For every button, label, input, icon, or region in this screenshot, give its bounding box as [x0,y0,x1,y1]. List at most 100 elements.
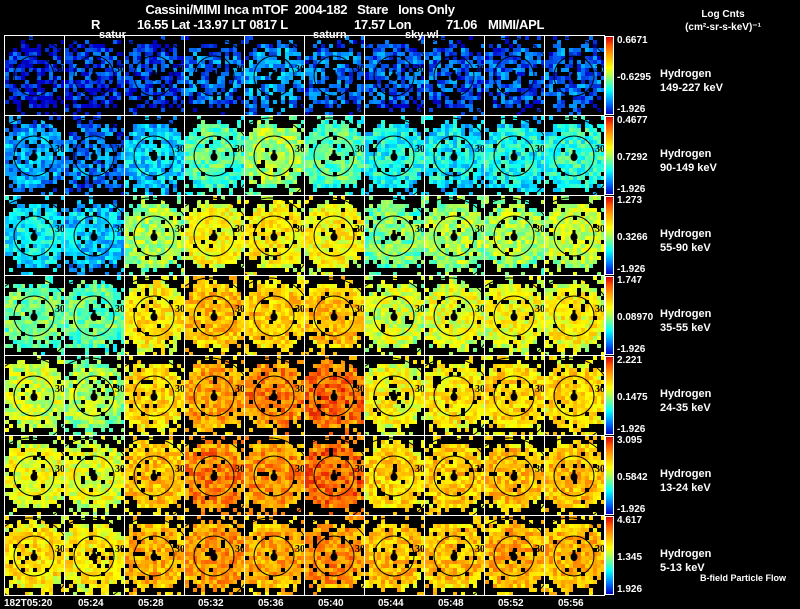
ring-30deg [373,535,415,577]
ring-30deg [493,55,535,97]
image-panel: 30 [545,276,604,355]
ring-angle-label: 30 [595,544,604,555]
lon-readout: 17.57 Lon [354,17,412,32]
panel-pixel-map [5,516,64,595]
bfield-marker-icon [270,393,278,401]
panel-pixel-map [365,276,424,355]
bfield-marker-icon [270,153,278,161]
grid-line-vertical [484,35,485,595]
grid-line-horizontal [4,195,605,196]
image-panel: 30 [65,196,124,275]
ring-angle-label: 30 [115,544,124,555]
grid-line-vertical [424,35,425,595]
colorbar-units: Log Cnts (cm²-sr-s-keV)⁻¹ [648,8,798,34]
time-tick-label: 05:36 [258,598,284,609]
sky-direction-label: sky-wl [405,29,439,41]
panel-pixel-map [305,196,364,275]
ring-angle-label: 30 [295,224,304,235]
bfield-marker-icon [570,393,578,401]
bfield-marker-icon [330,73,338,81]
image-panel: 30 [425,516,484,595]
ring-60deg [485,117,544,195]
image-panel: 30 [305,356,364,435]
ring-60deg [305,117,364,195]
bfield-marker-icon [150,553,158,561]
ring-angle-label: 30 [55,224,64,235]
bfield-marker-icon [210,233,218,241]
ring-angle-label: 30 [235,304,244,315]
bfield-marker-icon [90,313,98,321]
image-panel: 30 [65,116,124,195]
bfield-marker-icon [30,313,38,321]
ring-angle-label: 30 [115,64,124,75]
colorbar-max-label: 0.4677 [617,115,648,126]
species-label: Hydrogen [660,468,712,480]
colorbar [605,356,614,435]
ring-30deg [253,295,295,337]
ring-30deg [433,215,475,257]
ring-angle-label: 30 [55,544,64,555]
bfield-marker-icon [330,313,338,321]
bfield-marker-icon [330,233,338,241]
grid-line-vertical [4,35,5,595]
ring-angle-label: 30 [115,144,124,155]
ring-60deg [365,117,424,195]
ring-30deg [253,375,295,417]
ring-60deg [245,117,304,195]
bfield-marker-icon [510,473,518,481]
species-label: Hydrogen [660,148,712,160]
panel-pixel-map [485,36,544,115]
saturn-direction-label-short: satur [99,29,126,41]
ring-60deg [65,37,124,115]
panel-pixel-map [65,116,124,195]
ring-60deg [245,517,304,595]
ring-60deg [365,437,424,515]
grid-line-horizontal [4,595,605,596]
ring-30deg [433,455,475,497]
colorbar-mid-label: 0.5842 [617,472,648,483]
grid-line-horizontal [4,355,605,356]
ring-30deg [493,135,535,177]
image-panel: 30 [125,356,184,435]
image-panel: 30 [425,436,484,515]
ring-angle-label: 30 [355,224,364,235]
panel-pixel-map [185,276,244,355]
time-tick-label: 05:56 [558,598,584,609]
panel-pixel-map [485,276,544,355]
bfield-marker-icon [330,153,338,161]
image-panel: 30 [245,116,304,195]
panel-pixel-map [65,37,124,115]
panel-pixel-map [305,356,364,435]
image-panel: 30 [365,436,424,515]
ring-60deg [65,277,124,355]
ring-angle-label: 30 [175,384,184,395]
ring-30deg [493,535,535,577]
ring-angle-label: 30 [355,544,364,555]
image-grid: 30 30 30 30 30 30 30 30 30 30 30 30 30 30 30 30 30 30 30 30… [4,35,604,595]
bfield-marker-icon [210,313,218,321]
bfield-marker-icon [90,73,98,81]
ring-60deg [5,517,64,595]
ring-30deg [13,215,55,257]
ring-30deg [73,215,115,257]
ring-angle-label: 30 [175,464,184,475]
colorbar [605,436,614,515]
colorbar-max-label: 2.221 [617,355,643,366]
ring-60deg [125,517,184,595]
species-label: Hydrogen [660,308,712,320]
image-panel: 30 [185,436,244,515]
ring-60deg [185,37,244,115]
ring-30deg [313,455,355,497]
panel-pixel-map [245,196,304,275]
ring-angle-label: 30 [415,144,424,155]
image-panel: 30 [365,356,424,435]
bfield-marker-icon [390,393,398,401]
ring-30deg [193,135,235,177]
ring-60deg [545,117,604,195]
bfield-marker-icon [90,553,98,561]
ring-60deg [5,277,64,355]
image-panel: 30 [65,436,124,515]
colorbar-min-label: -1.926 [617,504,646,515]
ring-angle-label: 30 [55,64,64,75]
panel-pixel-map [125,196,184,275]
